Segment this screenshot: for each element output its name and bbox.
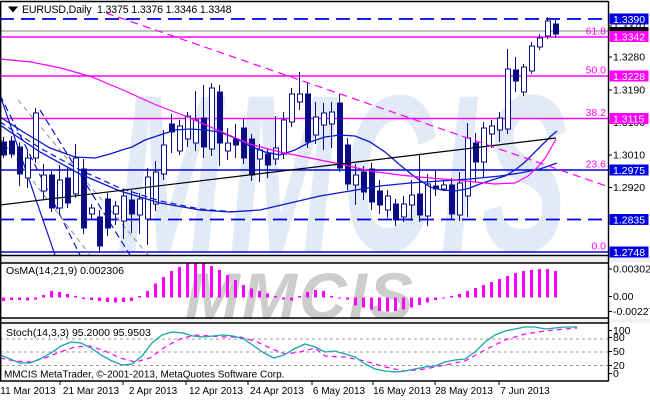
svg-text:0.003025: 0.003025 (613, 264, 650, 276)
svg-text:12 Apr 2013: 12 Apr 2013 (189, 386, 243, 397)
svg-text:11 Mar 2013: 11 Mar 2013 (0, 386, 56, 397)
svg-text:24 Apr 2013: 24 Apr 2013 (250, 386, 304, 397)
svg-text:1.3228: 1.3228 (613, 71, 645, 83)
svg-text:1.3010: 1.3010 (613, 150, 645, 162)
svg-text:1.2835: 1.2835 (613, 214, 645, 226)
svg-text:61.8: 61.8 (586, 26, 607, 38)
svg-text:-0.002275: -0.002275 (613, 306, 650, 318)
svg-text:28 May 2013: 28 May 2013 (435, 386, 493, 397)
svg-text:80: 80 (613, 332, 625, 344)
svg-text:0: 0 (613, 368, 619, 380)
svg-text:23.6: 23.6 (586, 159, 607, 171)
svg-text:1.2975: 1.2975 (613, 165, 645, 177)
svg-text:21 Mar 2013: 21 Mar 2013 (63, 386, 120, 397)
svg-text:MMCIS MetaTrader, ©-2001-2013,: MMCIS MetaTrader, ©-2001-2013, MetaQuote… (4, 370, 284, 381)
svg-text:1.2748: 1.2748 (613, 247, 645, 259)
svg-text:7 Jun 2013: 7 Jun 2013 (500, 386, 550, 397)
svg-text:16 May 2013: 16 May 2013 (373, 386, 431, 397)
svg-text:1.2920: 1.2920 (613, 182, 645, 194)
svg-text:38.2: 38.2 (586, 107, 607, 119)
svg-text:6 May 2013: 6 May 2013 (313, 386, 366, 397)
svg-text:OsMA(14,21,9) 0.002306: OsMA(14,21,9) 0.002306 (6, 265, 124, 277)
svg-text:0.00: 0.00 (613, 291, 634, 303)
svg-text:1.3115: 1.3115 (613, 113, 644, 125)
svg-text:1.3390: 1.3390 (613, 14, 645, 26)
svg-text:100: 100 (613, 325, 631, 337)
svg-text:1.3342: 1.3342 (613, 31, 645, 43)
svg-text:50.0: 50.0 (586, 65, 607, 77)
svg-text:20: 20 (613, 360, 625, 372)
svg-text:EURUSD,Daily 1.3375 1.3376 1.: EURUSD,Daily 1.3375 1.3376 1.3346 1.3348 (22, 4, 232, 16)
svg-text:0.0: 0.0 (591, 241, 606, 253)
svg-text:1.3280: 1.3280 (613, 52, 645, 64)
svg-text:Stoch(14,3,3) 95.2000 95.9503: Stoch(14,3,3) 95.2000 95.9503 (6, 327, 151, 339)
svg-text:1.3190: 1.3190 (613, 85, 645, 97)
svg-text:50: 50 (613, 346, 625, 358)
svg-text:2 Apr 2013: 2 Apr 2013 (129, 386, 178, 397)
